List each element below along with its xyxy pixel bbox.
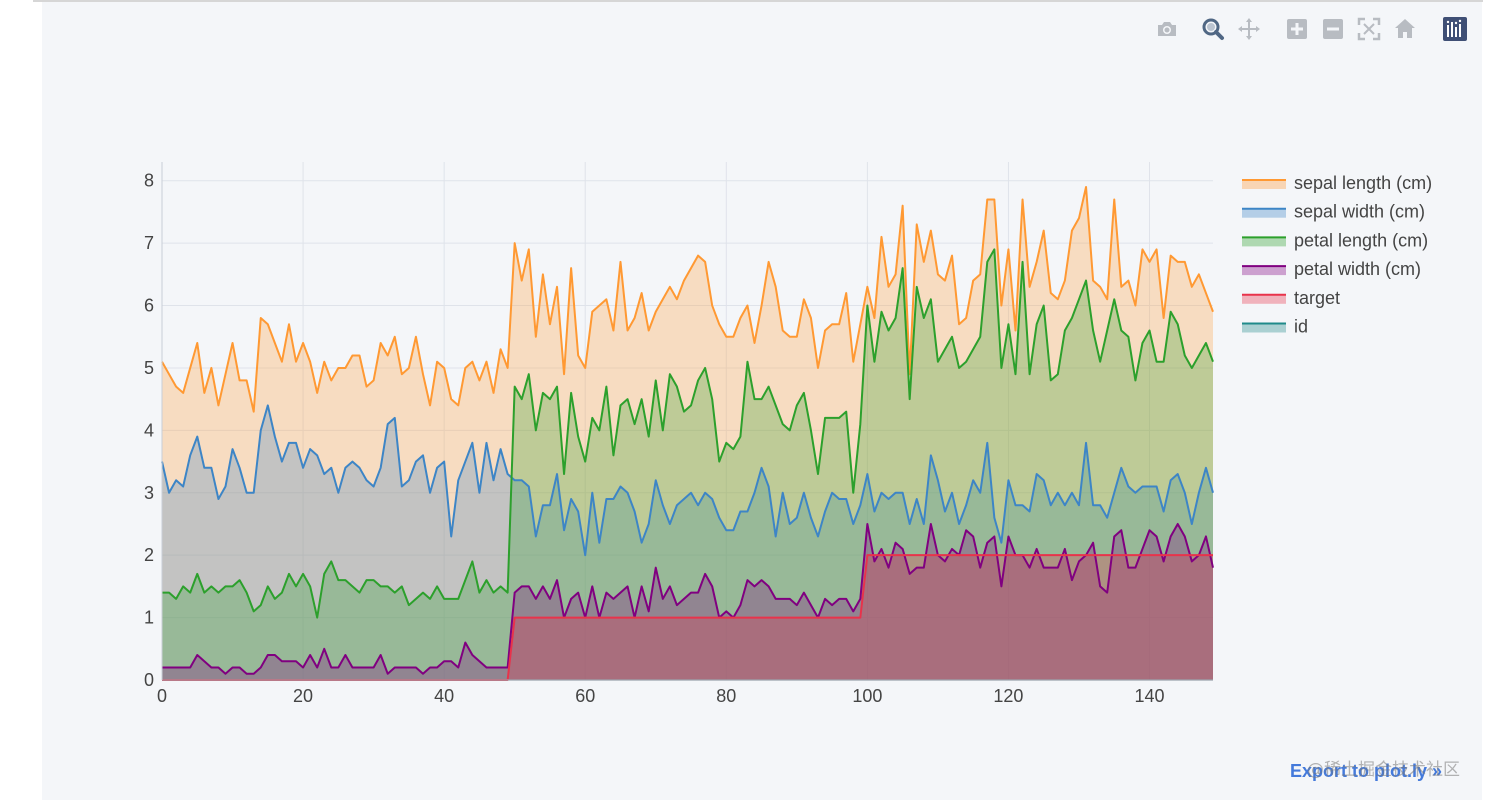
- x-tick-label: 20: [293, 686, 313, 706]
- area-fill-sepal-width: [162, 405, 1213, 680]
- legend-label: id: [1294, 317, 1308, 337]
- top-divider: [33, 0, 1483, 2]
- x-tick-label: 40: [434, 686, 454, 706]
- legend-item-petal-width[interactable]: petal width (cm): [1242, 259, 1421, 279]
- x-tick-label: 140: [1134, 686, 1164, 706]
- x-tick-label: 120: [993, 686, 1023, 706]
- x-tick-label: 60: [575, 686, 595, 706]
- camera-icon[interactable]: [1152, 14, 1182, 44]
- legend-label: sepal width (cm): [1294, 202, 1425, 222]
- series-line-petal-length[interactable]: [162, 248, 1214, 619]
- area-fill-petal-length: [162, 249, 1213, 680]
- legend-swatch-fill: [1242, 180, 1286, 189]
- y-tick-label: 4: [144, 420, 154, 440]
- export-to-plotly-link[interactable]: Export to plot.ly »: [1289, 761, 1442, 781]
- legend-item-id[interactable]: id: [1242, 317, 1308, 337]
- legend-label: target: [1294, 288, 1340, 308]
- x-tick-label: 80: [716, 686, 736, 706]
- legend-label: petal width (cm): [1294, 259, 1421, 279]
- home-icon[interactable]: [1390, 14, 1420, 44]
- autoscale-icon[interactable]: [1354, 14, 1384, 44]
- plot-container: 0 1 2 3 4 5 6 7 8 0 20 40 60 80 100 120 140 sepal length…: [42, 2, 1482, 800]
- legend-swatch-fill: [1242, 208, 1286, 218]
- legend-item-target[interactable]: target: [1242, 288, 1340, 308]
- area-fill-sepal-length: [162, 186, 1213, 680]
- y-tick-label: 2: [144, 545, 154, 565]
- pan-icon[interactable]: [1234, 14, 1264, 44]
- zoom-in-icon[interactable]: [1282, 14, 1312, 44]
- area-fills: [162, 186, 1213, 680]
- y-tick-label: 3: [144, 483, 154, 503]
- series-line-petal-width[interactable]: [162, 522, 1214, 675]
- x-tick-label: 100: [852, 686, 882, 706]
- y-tick-label: 0: [144, 670, 154, 690]
- x-tick-label: 0: [157, 686, 167, 706]
- zoom-icon[interactable]: [1198, 14, 1228, 44]
- modebar: [1152, 14, 1482, 48]
- legend-item-sepal-width[interactable]: sepal width (cm): [1242, 202, 1425, 222]
- zoom-out-icon[interactable]: [1318, 14, 1348, 44]
- legend-item-sepal-length[interactable]: sepal length (cm): [1242, 173, 1432, 193]
- watermark: @稀土掘金技术社区: [1307, 760, 1460, 780]
- legend-item-petal-length[interactable]: petal length (cm): [1242, 230, 1428, 250]
- legend[interactable]: sepal length (cm) sepal width (cm) petal l…: [1242, 173, 1432, 337]
- area-fill-petal-width: [162, 523, 1213, 680]
- legend-label: petal length (cm): [1294, 230, 1428, 250]
- legend-swatch-fill: [1242, 323, 1286, 333]
- y-tick-label: 7: [144, 233, 154, 253]
- legend-swatch-fill: [1242, 266, 1286, 276]
- y-tick-label: 5: [144, 358, 154, 378]
- y-tick-label: 8: [144, 171, 154, 191]
- legend-label: sepal length (cm): [1294, 173, 1432, 193]
- series-line-sepal-length[interactable]: [161, 185, 1214, 413]
- legend-swatch-fill: [1242, 294, 1286, 304]
- series-line-sepal-width[interactable]: [161, 404, 1214, 557]
- legend-swatch-fill: [1242, 237, 1286, 247]
- y-tick-label: 1: [144, 608, 154, 628]
- area-fill-target: [162, 555, 1213, 680]
- plotly-logo-icon[interactable]: [1440, 14, 1470, 44]
- y-tick-label: 6: [144, 296, 154, 316]
